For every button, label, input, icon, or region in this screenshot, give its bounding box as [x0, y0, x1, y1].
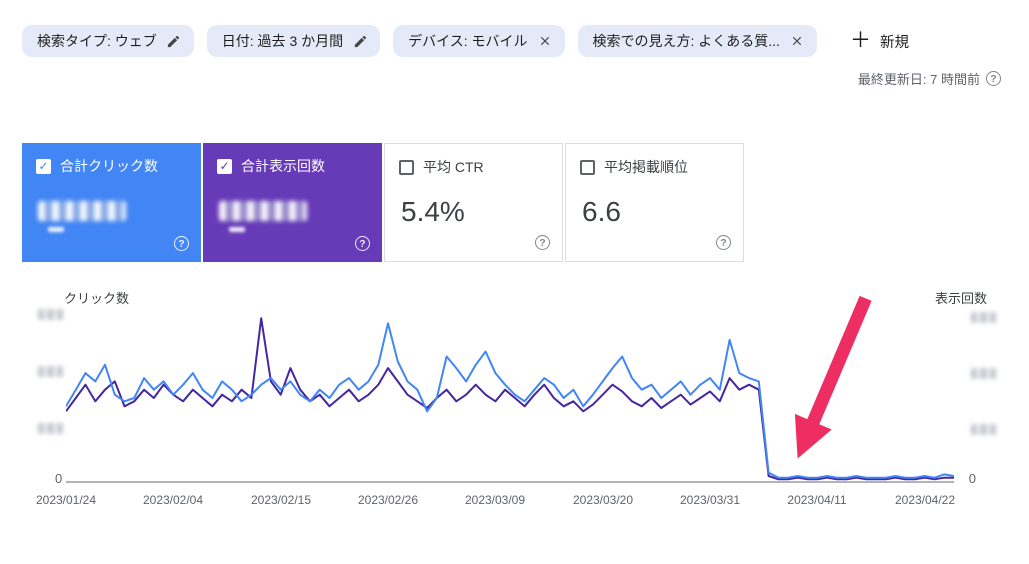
- x-tick-label: 2023/03/09: [464, 493, 526, 507]
- checkbox-checked-icon[interactable]: ✓: [36, 158, 51, 174]
- metric-card-average-ctr[interactable]: 平均 CTR 5.4% ?: [384, 143, 563, 262]
- x-tick-label: 2023/03/20: [572, 493, 634, 507]
- metric-card-label: 合計クリック数: [60, 158, 158, 174]
- filter-bar: 検索タイプ: ウェブ 日付: 過去 3 か月間 デバイス: モバイル 検索での見…: [22, 25, 915, 57]
- clicks-line-series: [66, 322, 954, 479]
- filter-chip-search-type[interactable]: 検索タイプ: ウェブ: [22, 25, 194, 57]
- close-icon[interactable]: [789, 33, 805, 49]
- x-tick-label: 2023/02/26: [357, 493, 419, 507]
- help-icon[interactable]: ?: [355, 236, 370, 251]
- redacted-ytick: [38, 423, 63, 434]
- redacted-ytick: [38, 309, 63, 320]
- metric-card-label: 平均掲載順位: [604, 159, 688, 175]
- filter-chip-search-appearance[interactable]: 検索での見え方: よくある質...: [577, 25, 817, 57]
- filter-chip-label: 日付: 過去 3 か月間: [221, 33, 344, 49]
- filter-chip-label: デバイス: モバイル: [408, 33, 528, 49]
- redacted-ytick: [971, 312, 996, 323]
- trend-chart-svg: [66, 317, 954, 483]
- edit-icon[interactable]: [352, 33, 368, 49]
- right-axis-title: 表示回数: [934, 291, 987, 306]
- x-tick-label: 2023/02/04: [142, 493, 204, 507]
- metric-card-total-impressions[interactable]: ✓ 合計表示回数 ?: [203, 143, 382, 262]
- new-filter-label: 新規: [879, 34, 909, 51]
- x-tick-label: 2023/02/15: [250, 493, 312, 507]
- filter-chip-device[interactable]: デバイス: モバイル: [393, 25, 565, 57]
- edit-icon[interactable]: [166, 33, 182, 49]
- filter-chip-date[interactable]: 日付: 過去 3 か月間: [206, 25, 381, 57]
- filter-chip-label: 検索での見え方: よくある質...: [592, 33, 780, 49]
- metric-card-average-position[interactable]: 平均掲載順位 6.6 ?: [565, 143, 744, 262]
- redacted-value: [219, 200, 307, 221]
- close-icon[interactable]: [537, 33, 553, 49]
- metric-card-value: 6.6: [582, 195, 621, 227]
- x-tick-label: 2023/04/22: [894, 493, 956, 507]
- redacted-ytick: [38, 366, 63, 377]
- left-zero-label: 0: [55, 471, 63, 486]
- metric-cards: ✓ 合計クリック数 ? ✓ 合計表示回数 ? 平均 CTR 5.4% ?: [22, 143, 744, 262]
- metric-card-total-clicks[interactable]: ✓ 合計クリック数 ?: [22, 143, 201, 262]
- last-updated-text: 最終更新日: 7 時間前: [857, 72, 980, 87]
- filter-chip-label: 検索タイプ: ウェブ: [37, 33, 157, 49]
- help-icon[interactable]: ?: [174, 236, 189, 251]
- last-updated: 最終更新日: 7 時間前 ?: [858, 69, 1001, 88]
- redacted-ytick: [971, 368, 996, 379]
- right-zero-label: 0: [968, 471, 976, 486]
- x-tick-label: 2023/04/11: [787, 493, 847, 507]
- new-filter-button[interactable]: ＋ 新規: [844, 30, 915, 53]
- x-tick-label: 2023/01/24: [35, 493, 97, 507]
- redacted-ytick: [971, 424, 996, 435]
- checkbox-checked-icon[interactable]: ✓: [217, 158, 232, 174]
- metric-card-label: 平均 CTR: [423, 159, 484, 175]
- help-icon[interactable]: ?: [716, 235, 731, 250]
- x-axis-tick-labels: 2023/01/24 2023/02/04 2023/02/15 2023/02…: [36, 493, 956, 509]
- impressions-line-series: [66, 317, 954, 481]
- checkbox-unchecked-icon[interactable]: [580, 159, 595, 175]
- trend-chart[interactable]: [66, 310, 954, 488]
- plus-icon: ＋: [849, 28, 871, 52]
- help-icon[interactable]: ?: [986, 71, 1001, 86]
- checkbox-unchecked-icon[interactable]: [399, 159, 414, 175]
- metric-card-label: 合計表示回数: [241, 158, 325, 174]
- redacted-value: [38, 200, 126, 221]
- help-icon[interactable]: ?: [535, 235, 550, 250]
- redacted-value-fragment: [48, 226, 64, 232]
- left-axis-title: クリック数: [64, 291, 130, 306]
- metric-card-value: 5.4%: [401, 195, 465, 227]
- redacted-value-fragment: [229, 226, 245, 232]
- x-tick-label: 2023/03/31: [679, 493, 741, 507]
